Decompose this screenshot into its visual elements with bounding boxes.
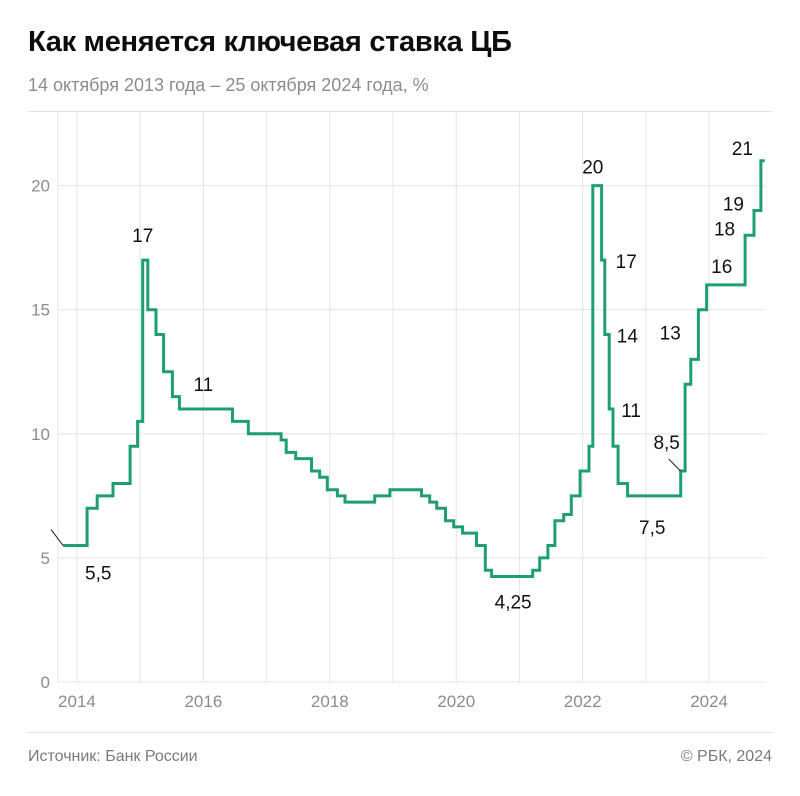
x-tick-label: 2022 [564, 692, 602, 711]
annotation-leader [668, 458, 682, 472]
annotation-label: 11 [194, 375, 214, 396]
x-tick-labels: 2014 2016 2018 2020 2022 2024 [58, 692, 728, 711]
x-tick-label: 2020 [437, 692, 475, 711]
top-divider [28, 111, 772, 112]
footer-source: Источник: Банк России [28, 748, 198, 765]
annotation-label: 11 [621, 401, 641, 422]
x-tick-label: 2018 [311, 692, 349, 711]
annotation-label: 21 [732, 139, 753, 160]
data-annotations: 5,5 17 11 4,25 20 17 14 11 7,5 8,5 13 16 18 19 21 [85, 139, 753, 614]
annotation-label: 17 [616, 252, 637, 273]
horizontal-gridlines [58, 185, 766, 683]
y-tick-label: 15 [31, 301, 50, 320]
x-tick-label: 2024 [690, 692, 728, 711]
annotation-label: 17 [132, 226, 153, 247]
annotation-leaders [50, 458, 682, 546]
y-tick-label: 20 [31, 177, 50, 196]
annotation-label: 18 [714, 219, 735, 240]
annotation-label: 16 [711, 257, 732, 278]
x-tick-label: 2016 [184, 692, 222, 711]
y-tick-label: 0 [41, 673, 50, 692]
y-tick-label: 10 [31, 425, 50, 444]
y-tick-labels: 0 5 10 15 20 [31, 177, 50, 692]
vertical-gridlines [57, 112, 710, 682]
annotation-leader [50, 529, 64, 546]
series-line-0 [63, 159, 765, 578]
chart-title: Как меняется ключевая ставка ЦБ [28, 26, 512, 58]
annotation-label: 5,5 [85, 564, 111, 585]
footer-copyright: © РБК, 2024 [680, 748, 772, 765]
x-tick-label: 2014 [58, 692, 96, 711]
annotation-label: 20 [582, 158, 603, 179]
annotation-label: 19 [723, 194, 744, 215]
y-tick-label: 5 [41, 549, 50, 568]
annotation-label: 7,5 [639, 518, 665, 539]
annotation-label: 4,25 [495, 593, 532, 614]
bottom-divider [28, 732, 772, 733]
chart-subtitle: 14 октября 2013 года – 25 октября 2024 г… [28, 75, 429, 95]
annotation-label: 13 [660, 323, 681, 344]
series-layer [63, 159, 765, 578]
annotation-label: 8,5 [653, 433, 679, 454]
annotation-label: 14 [617, 327, 639, 348]
